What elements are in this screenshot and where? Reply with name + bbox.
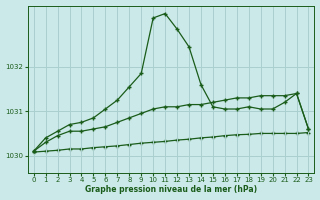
X-axis label: Graphe pression niveau de la mer (hPa): Graphe pression niveau de la mer (hPa): [85, 185, 257, 194]
